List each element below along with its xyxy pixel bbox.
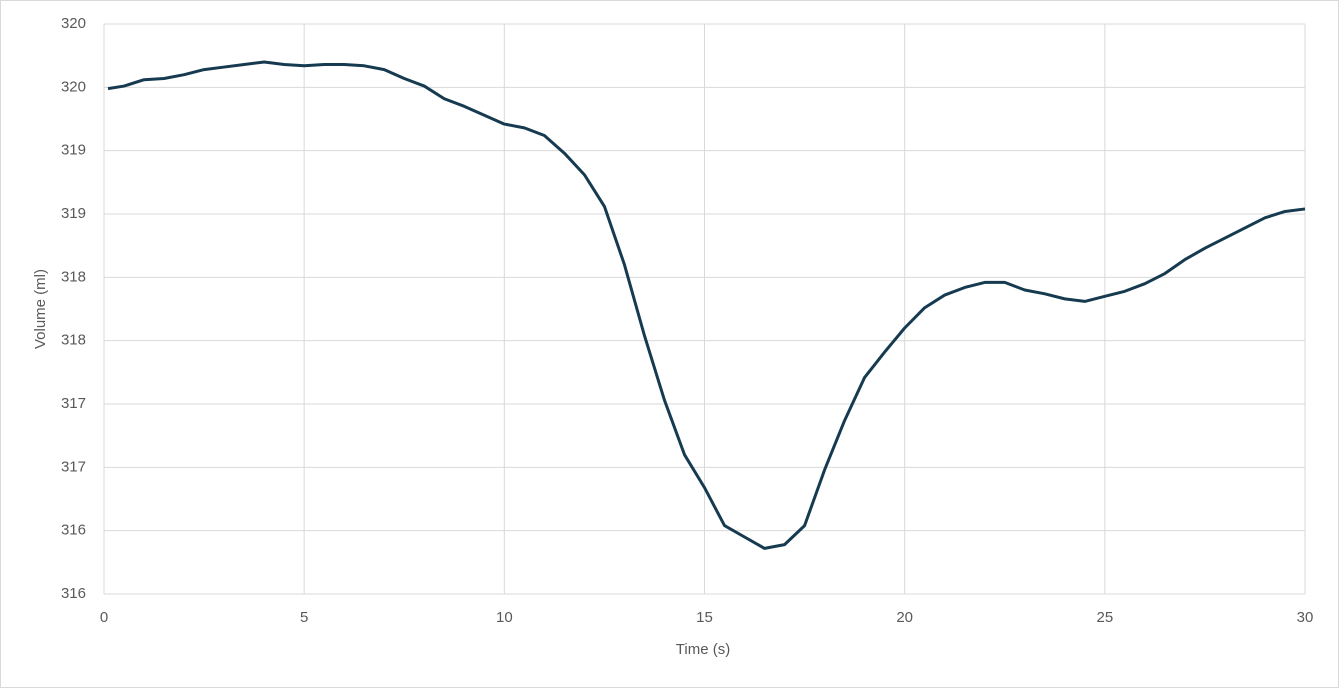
x-tick-label: 0 [100, 609, 108, 626]
x-tick-label: 20 [896, 609, 913, 626]
y-tick-label: 317 [61, 395, 86, 412]
x-tick-label: 5 [300, 609, 308, 626]
y-tick-label: 318 [61, 332, 86, 349]
y-axis-label: Volume (ml) [32, 269, 49, 349]
y-tick-label: 318 [61, 268, 86, 285]
x-tick-label: 10 [496, 609, 513, 626]
x-tick-label: 30 [1297, 609, 1314, 626]
x-tick-label: 15 [696, 609, 713, 626]
y-tick-label: 317 [61, 458, 86, 475]
y-tick-label: 316 [61, 522, 86, 539]
x-axis-label: Time (s) [676, 641, 730, 658]
y-tick-label: 316 [61, 585, 86, 602]
data-line [107, 60, 1306, 550]
y-tick-label: 320 [61, 15, 86, 32]
y-tick-label: 319 [61, 205, 86, 222]
y-tick-label: 319 [61, 142, 86, 159]
x-tick-label: 25 [1096, 609, 1113, 626]
y-tick-label: 320 [61, 78, 86, 95]
